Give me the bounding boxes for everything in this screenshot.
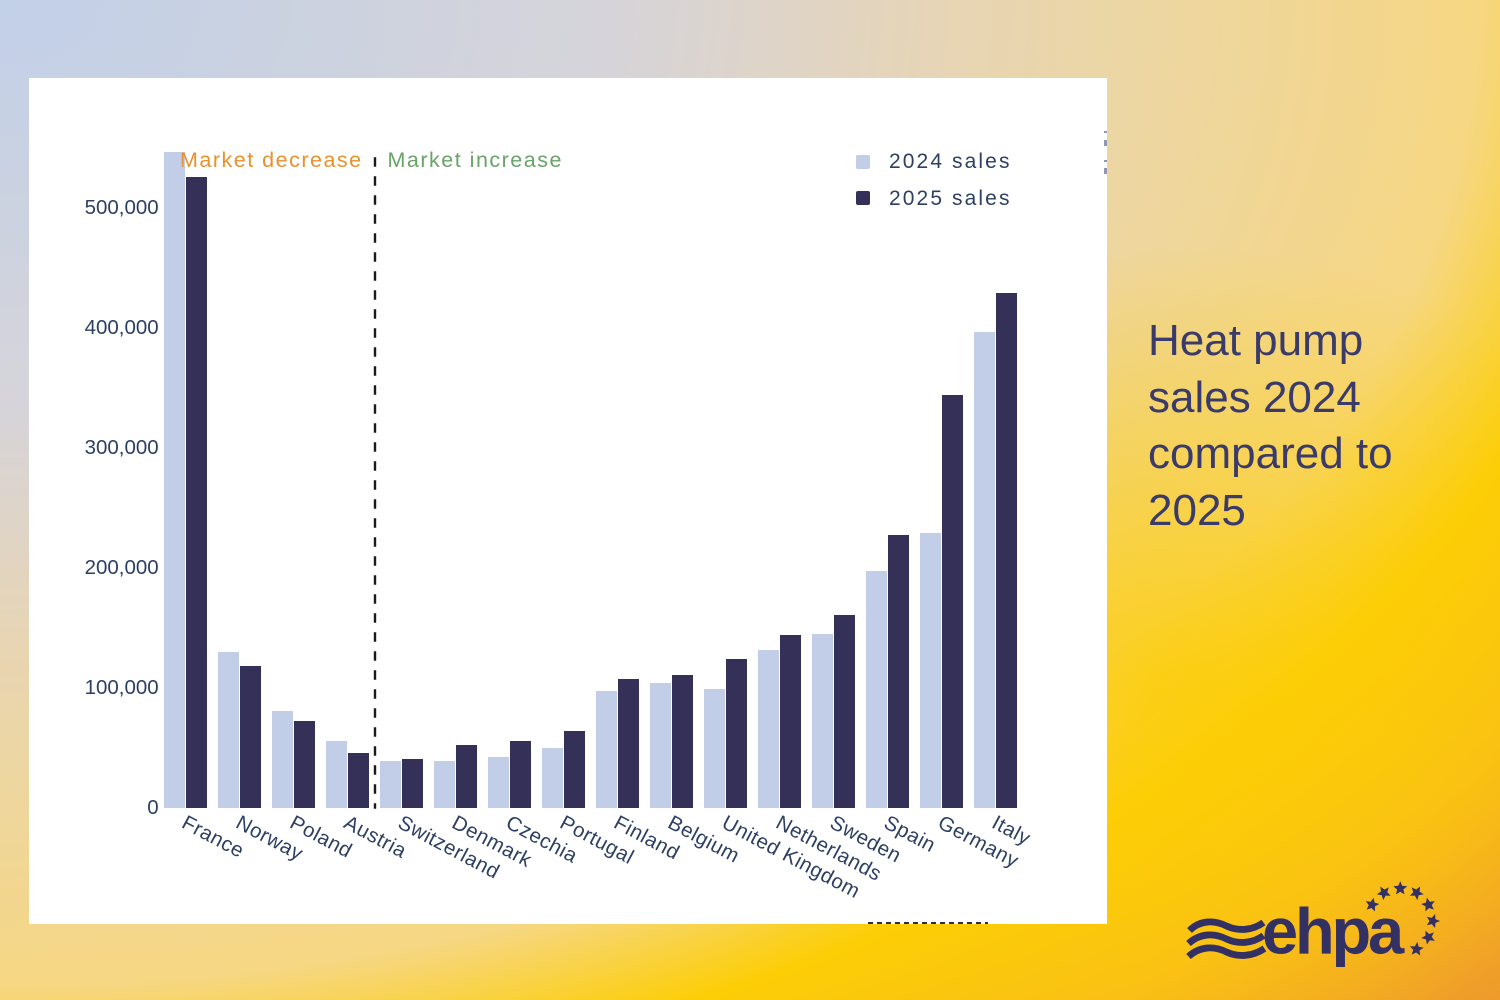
svg-text:ehpa: ehpa xyxy=(1262,895,1405,968)
